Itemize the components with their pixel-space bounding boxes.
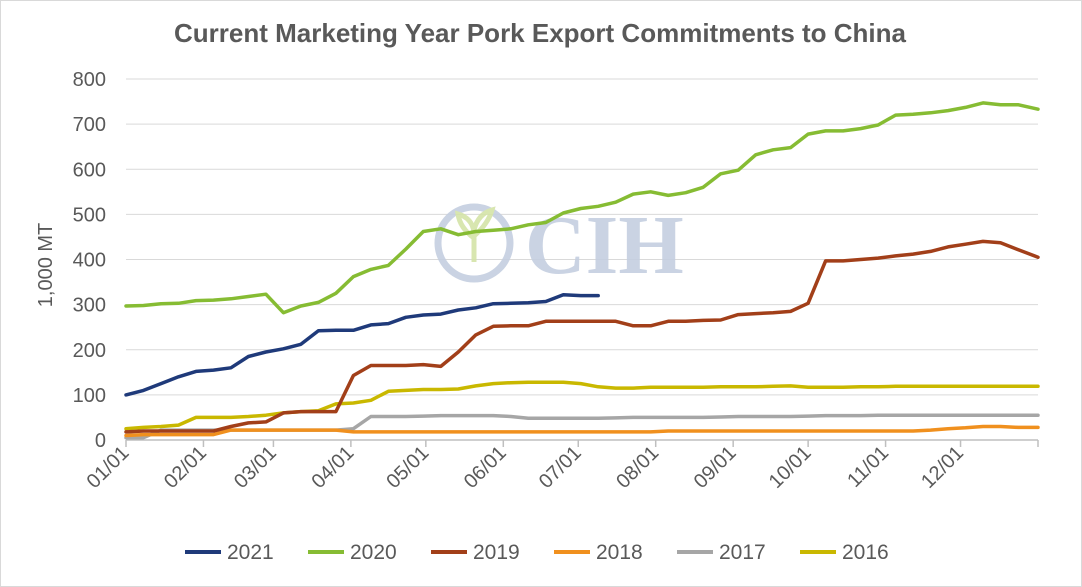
legend: 2021 2020 2019 2018 2017 2016 [185,541,889,564]
y-tick-label: 600 [73,159,106,181]
y-tick-label: 400 [73,250,106,272]
watermark-logo-ring [434,203,514,283]
x-tick-label: 12/01 [917,442,968,493]
y-tick-label: 800 [73,69,106,91]
x-tick-label: 07/01 [535,442,586,493]
legend-label-2016: 2016 [842,541,889,564]
x-axis-ticks: 01/01 02/01 03/01 04/01 05/01 06/01 07/01 08/01… [83,440,1039,493]
x-tick-label: 11/01 [843,442,893,492]
y-tick-label: 100 [73,385,106,407]
watermark-text: CIH [525,199,684,292]
x-tick-label: 04/01 [307,442,358,493]
y-tick-label: 0 [95,430,106,452]
legend-label-2019: 2019 [473,541,520,564]
y-tick-label: 500 [73,204,106,226]
y-tick-label: 200 [73,340,106,362]
series-line-2020 [124,101,1040,315]
series-lines [124,101,1040,440]
series-line-2018 [124,424,1040,438]
series-line-2019 [124,239,1040,434]
y-axis-ticks: 0 100 200 300 400 500 600 700 800 [73,69,106,452]
x-tick-label: 01/01 [83,442,134,493]
series-line-2016 [124,380,1040,431]
x-tick-label: 10/01 [765,442,816,493]
chart-title: Current Marketing Year Pork Export Commi… [174,18,906,48]
legend-label-2021: 2021 [227,541,274,564]
x-tick-label: 02/01 [160,442,211,493]
x-tick-label: 06/01 [460,442,511,493]
series-line-2017 [124,413,1040,440]
legend-label-2017: 2017 [719,541,766,564]
y-axis-label: 1,000 MT [35,223,57,307]
x-tick-label: 08/01 [612,442,663,493]
watermark-logo-leaf [454,206,496,262]
legend-label-2018: 2018 [596,541,643,564]
y-tick-label: 300 [73,295,106,317]
legend-label-2020: 2020 [350,541,397,564]
y-tick-label: 700 [73,114,106,136]
x-tick-label: 05/01 [382,442,433,493]
x-tick-label: 09/01 [690,442,741,493]
series-line-2021 [124,292,600,397]
x-tick-label: 03/01 [230,442,281,493]
